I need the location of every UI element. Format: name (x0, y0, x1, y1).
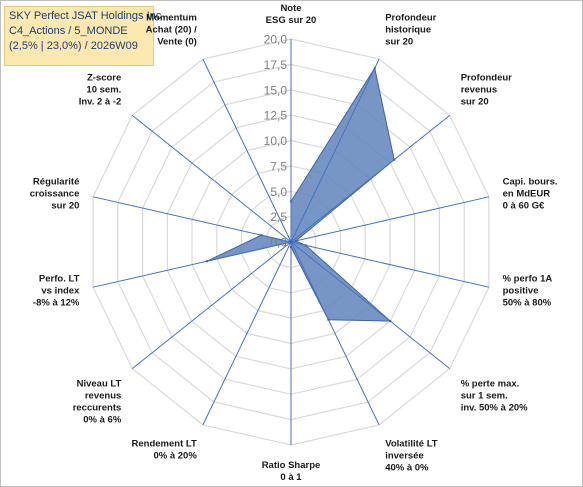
data-point-11 (260, 234, 263, 237)
axis-label-10-line-0: Perfo. LT (39, 273, 80, 284)
axis-label-6-line-1: inversée (385, 451, 424, 462)
chart-title-box: SKY Perfect JSAT Holdings Inc C4_Actions… (4, 6, 162, 66)
axis-label-0-line-0: Note (280, 3, 301, 14)
data-point-4 (304, 244, 307, 247)
axis-label-1-line-0: Profondeur (385, 13, 436, 24)
axis-spoke-10 (92, 241, 292, 288)
axis-label-10-line-1: vs index (41, 285, 80, 296)
axis-label-11-line-2: sur 20 (51, 201, 79, 212)
axis-label-2-line-1: revenus (461, 85, 497, 96)
axis-spoke-13 (202, 58, 292, 243)
data-point-3 (294, 239, 298, 243)
axis-label-9-line-0: Niveau LT (77, 378, 122, 389)
axis-spoke-2 (290, 115, 451, 243)
tick-label-4: 10,0 (264, 134, 288, 148)
axis-label-13-line-1: Achat (20) / (146, 25, 198, 36)
data-point-0 (289, 200, 293, 203)
data-point-5 (389, 319, 392, 323)
axis-label-5-line-0: % perte max. (461, 378, 520, 389)
axis-label-4-line-1: positive (503, 285, 539, 296)
axis-label-13-line-2: Vente (0) (157, 37, 197, 48)
axis-label-0-line-1: ESG sur 20 (266, 15, 317, 26)
axis-label-12-line-0: Z-score (87, 73, 121, 84)
axis-spoke-5 (290, 241, 451, 369)
axis-label-4-line-2: 50% à 80% (503, 297, 552, 308)
axis-label-10-line-2: -8% à 12% (33, 297, 80, 308)
title-line-params: (2,5% | 23,0%) / 2026W09 (9, 40, 138, 52)
title-line-category: C4_Actions / 5_MONDE (9, 25, 128, 37)
axis-label-11-line-0: Régularité (33, 177, 79, 188)
axis-label-12-line-2: Inv. 2 à -2 (79, 97, 122, 108)
axis-label-5-line-1: sur 1 sem. (461, 390, 508, 401)
tick-label-6: 15,0 (264, 83, 288, 97)
axis-label-2-line-2: sur 20 (461, 97, 489, 108)
axis-label-3-line-2: 0 à 60 G€ (503, 201, 545, 212)
axis-spoke-4 (290, 241, 490, 288)
axis-spoke-9 (131, 241, 292, 369)
axis-label-9-line-2: reccurents (73, 402, 122, 413)
axis-label-2-line-0: Profondeur (461, 73, 512, 84)
data-point-6 (327, 318, 330, 321)
axis-spoke-8 (202, 241, 292, 426)
axis-label-4-line-0: % perfo 1A (503, 273, 553, 284)
tick-label-8: 20,0 (264, 33, 288, 47)
tick-label-7: 17,5 (264, 58, 288, 72)
axis-label-1-line-1: historique (385, 25, 431, 36)
axis-spoke-11 (92, 196, 292, 243)
tick-label-0: 0,0 (270, 236, 287, 250)
axis-label-13-line-0: Momentum (146, 13, 197, 24)
data-point-10 (205, 260, 209, 263)
axis-label-11-line-1: croissance (30, 189, 80, 200)
data-point-13 (289, 240, 293, 244)
axis-spoke-1 (290, 58, 380, 243)
axis-spoke-3 (290, 196, 490, 243)
tick-label-5: 12,5 (264, 109, 288, 123)
axis-spoke-12 (131, 115, 292, 243)
data-point-7 (289, 245, 293, 249)
data-series-area (206, 66, 395, 322)
axis-label-3-line-0: Capi. bours. (503, 177, 558, 188)
axis-label-7-line-0: Ratio Sharpe (262, 460, 321, 471)
axis-label-9-line-1: revenus (85, 390, 121, 401)
axis-label-7-line-1: 0 à 1 (280, 472, 302, 483)
title-line-company: SKY Perfect JSAT Holdings Inc (9, 10, 162, 22)
axis-label-8-line-0: Rendement LT (132, 439, 197, 450)
data-point-2 (393, 158, 396, 161)
axis-label-9-line-3: 0% à 6% (83, 414, 122, 425)
axis-label-5-line-2: inv. 50% à 20% (461, 402, 528, 413)
tick-label-3: 7,5 (270, 159, 287, 173)
data-point-1 (373, 67, 376, 70)
axis-label-12-line-1: 10 sem. (86, 85, 121, 96)
axis-label-8-line-1: 0% à 20% (153, 451, 197, 462)
axis-label-1-line-2: sur 20 (385, 37, 413, 48)
axis-spoke-6 (290, 241, 380, 426)
axis-label-6-line-2: 40% à 0% (385, 463, 429, 474)
axis-label-3-line-1: en MdEUR (503, 189, 551, 200)
tick-label-2: 5,0 (270, 185, 287, 199)
axis-label-6-line-0: Volatilité LT (385, 439, 438, 450)
tick-label-1: 2,5 (270, 210, 287, 224)
